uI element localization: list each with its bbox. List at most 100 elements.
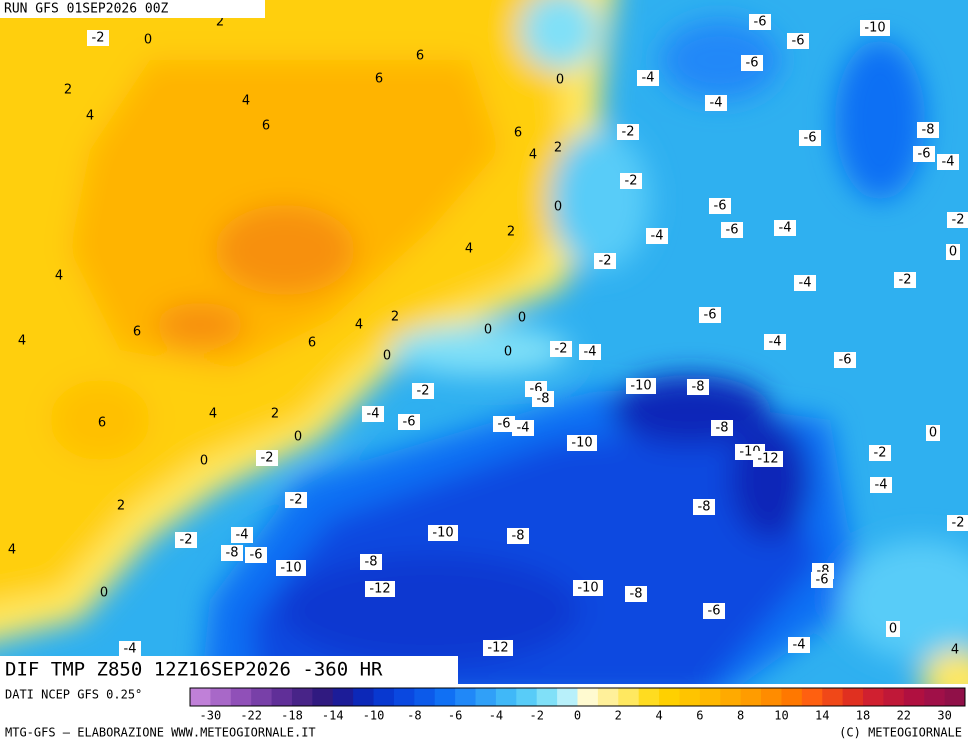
colorbar-tick-label: -8 <box>407 709 421 723</box>
contour-label: 2 <box>271 407 279 422</box>
label-box <box>947 515 968 531</box>
colorbar-swatch <box>516 688 538 706</box>
contour-label: -4 <box>651 229 664 244</box>
label-box <box>637 70 659 86</box>
label-box <box>870 477 892 493</box>
label-box <box>87 30 109 46</box>
colorbar-swatch <box>291 688 313 706</box>
contour-label: 2 <box>507 225 515 240</box>
contour-label: -10 <box>577 581 598 596</box>
label-box <box>917 122 939 138</box>
label-box <box>119 641 141 657</box>
colorbar-swatch <box>373 688 395 706</box>
colorbar-tick-label: -22 <box>240 709 262 723</box>
label-box <box>493 416 515 432</box>
contour-label: -2 <box>874 446 887 461</box>
contour-label: 0 <box>949 245 957 260</box>
label-box <box>834 352 856 368</box>
label-box <box>926 425 940 441</box>
colorbar-swatch <box>944 688 966 706</box>
colorbar-swatch <box>577 688 599 706</box>
label-box <box>703 603 725 619</box>
contour-label: 4 <box>8 543 16 558</box>
label-box <box>573 580 603 596</box>
colorbar-swatch <box>475 688 497 706</box>
colorbar-swatch <box>414 688 436 706</box>
contour-label: 6 <box>514 126 522 141</box>
label-box <box>617 124 639 140</box>
contour-label: 0 <box>889 622 897 637</box>
contour-label: -6 <box>816 573 829 588</box>
contour-label: 4 <box>465 242 473 257</box>
contour-label: -10 <box>864 21 885 36</box>
contour-label: 6 <box>375 72 383 87</box>
contour-label: -6 <box>708 604 721 619</box>
contour-label: -2 <box>599 254 612 269</box>
contour-label: -10 <box>571 436 592 451</box>
label-box <box>567 435 597 451</box>
label-box <box>699 307 721 323</box>
colorbar-swatch <box>455 688 477 706</box>
colorbar-swatch <box>618 688 640 706</box>
colorbar-swatch <box>353 688 375 706</box>
contour-label: -2 <box>952 516 965 531</box>
colorbar-swatch <box>557 688 578 706</box>
contour-label: -6 <box>403 415 416 430</box>
footer-right: (C) METEOGIORNALE <box>839 726 962 740</box>
label-box <box>507 528 529 544</box>
contour-label: 0 <box>383 349 391 364</box>
contour-label: 0 <box>100 586 108 601</box>
colorbar-tick-label: -14 <box>322 709 344 723</box>
colorbar-swatch <box>822 688 844 706</box>
label-box <box>946 244 960 260</box>
colorbar-tick-label: 22 <box>897 709 911 723</box>
colorbar-tick-label: -30 <box>200 709 222 723</box>
label-box <box>175 532 197 548</box>
contour-label: -6 <box>804 131 817 146</box>
label-box <box>256 450 278 466</box>
colorbar-swatch <box>536 688 558 706</box>
colorbar-swatch <box>312 688 334 706</box>
label-box <box>886 621 900 637</box>
colorbar-swatch <box>842 688 864 706</box>
contour-label: 2 <box>554 141 562 156</box>
contour-label: -6 <box>754 15 767 30</box>
label-box <box>741 55 763 71</box>
label-box <box>764 334 786 350</box>
colorbar-tick-label: -2 <box>529 709 543 723</box>
colorbar-swatch <box>597 688 619 706</box>
label-box <box>362 406 384 422</box>
colorbar-tick-label: 2 <box>615 709 622 723</box>
contour-label: -6 <box>839 353 852 368</box>
contour-label: -8 <box>698 500 711 515</box>
contour-label: 0 <box>929 426 937 441</box>
colorbar-tick-label: 8 <box>737 709 744 723</box>
label-box <box>787 33 809 49</box>
label-box <box>483 640 513 656</box>
contour-label: 0 <box>294 430 302 445</box>
colorbar-tick-label: 4 <box>655 709 662 723</box>
contour-label: 2 <box>117 499 125 514</box>
colorbar-swatch <box>638 688 660 706</box>
contour-label: -12 <box>369 582 390 597</box>
colorbar-swatch <box>393 688 415 706</box>
contour-label: 0 <box>484 323 492 338</box>
colorbar-swatch <box>190 688 211 706</box>
colorbar-swatch <box>271 688 293 706</box>
label-box <box>579 344 601 360</box>
colorbar-tick-label: 6 <box>696 709 703 723</box>
colorbar-swatch <box>434 688 456 706</box>
label-box <box>811 572 833 588</box>
contour-label: 4 <box>18 334 26 349</box>
label-box <box>693 499 715 515</box>
footer-left: MTG-GFS — ELABORAZIONE WWW.METEOGIORNALE… <box>5 726 316 740</box>
contour-label: -4 <box>769 335 782 350</box>
colorbar-swatch <box>679 688 701 706</box>
colorbar: -30 -22 -18 -14 -10 -8 -6 -4 -2 0 2 4 6 8 10 14 18 22 30 <box>189 687 966 723</box>
colorbar-tick-label: 18 <box>856 709 870 723</box>
colorbar-swatch <box>903 688 925 706</box>
contour-label: -6 <box>250 548 263 563</box>
contour-label: -2 <box>180 533 193 548</box>
